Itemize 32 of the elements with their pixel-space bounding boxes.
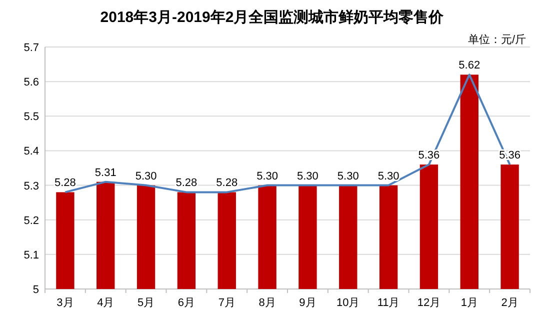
data-label: 5.28 <box>176 177 198 190</box>
data-label: 5.62 <box>458 60 480 72</box>
x-tick-label: 7月 <box>218 297 236 309</box>
data-label: 5.28 <box>216 177 238 190</box>
x-tick-label: 8月 <box>258 297 276 309</box>
y-tick-label: 5 <box>32 284 39 296</box>
x-tick-label: 9月 <box>299 297 316 309</box>
x-tick-label: 2月 <box>501 297 518 309</box>
data-label: 5.31 <box>94 166 116 179</box>
y-tick-label: 5.1 <box>24 249 39 262</box>
text: 单位：元/斤 <box>468 33 526 46</box>
x-tick-label: 4月 <box>97 297 114 309</box>
data-label: 5.30 <box>256 170 278 182</box>
x-tick-label: 11月 <box>377 297 400 309</box>
data-label: 5.30 <box>296 170 318 182</box>
data-label: 5.30 <box>378 170 400 182</box>
x-tick-label: 1月 <box>460 297 478 309</box>
data-label: 5.30 <box>135 170 157 182</box>
x-tick-label: 12月 <box>417 297 441 309</box>
y-tick-label: 5.5 <box>24 111 39 124</box>
x-tick-label: 5月 <box>137 297 155 309</box>
y-tick-label: 5.7 <box>24 42 39 54</box>
y-tick-label: 5.6 <box>24 76 39 89</box>
x-tick-label: 6月 <box>178 297 196 309</box>
data-label: 5.28 <box>54 177 76 190</box>
y-tick-label: 5.3 <box>24 180 39 192</box>
chart-title: 2018年3月-2019年2月全国监测城市鲜奶平均零售价 <box>100 8 445 26</box>
data-label: 5.30 <box>337 170 359 182</box>
x-tick-label: 10月 <box>336 297 360 309</box>
y-tick-label: 5.2 <box>24 214 39 227</box>
y-tick-label: 5.4 <box>24 146 39 158</box>
x-tick-label: 3月 <box>56 297 74 309</box>
